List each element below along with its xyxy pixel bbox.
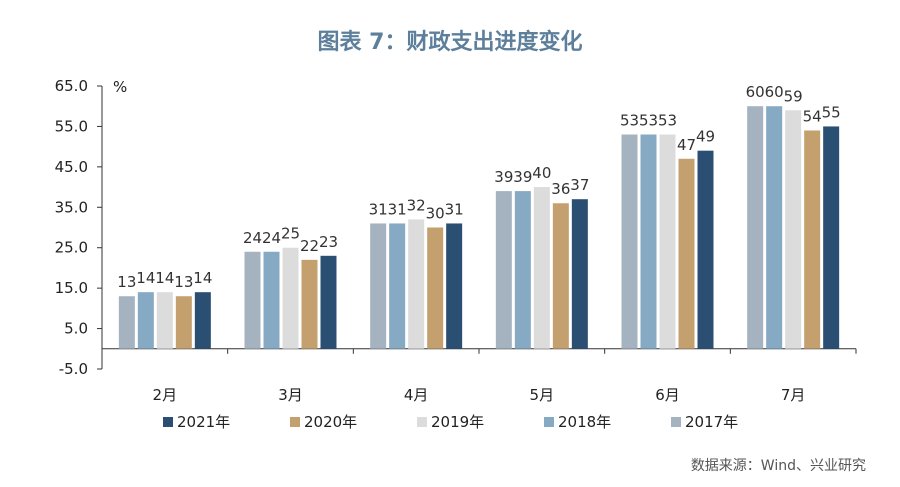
data-label: 49 xyxy=(696,128,715,146)
unit-label: % xyxy=(113,78,127,96)
data-label: 53 xyxy=(639,112,658,130)
y-tick-label: 15.0 xyxy=(55,279,88,297)
bar xyxy=(571,199,588,349)
category-label: 4月 xyxy=(404,386,429,404)
y-tick-label: -5.0 xyxy=(59,360,88,378)
bar xyxy=(301,259,318,349)
y-tick-label: 25.0 xyxy=(55,239,88,257)
data-label: 39 xyxy=(494,168,513,186)
category-label: 3月 xyxy=(278,386,303,404)
bar xyxy=(621,134,638,349)
chart-title: 图表 7：财政支出进度变化 xyxy=(317,30,583,55)
legend-label: 2020年 xyxy=(304,413,357,431)
bar xyxy=(320,255,337,349)
data-label: 14 xyxy=(136,269,155,287)
bar xyxy=(766,106,783,349)
legend-swatch xyxy=(544,417,554,427)
y-tick-label: 35.0 xyxy=(55,198,88,216)
data-label: 31 xyxy=(369,200,388,218)
data-label: 14 xyxy=(155,269,174,287)
y-tick-label: 65.0 xyxy=(55,77,88,95)
data-label: 36 xyxy=(551,180,570,198)
data-label: 53 xyxy=(658,112,677,130)
bar xyxy=(823,126,840,349)
bar xyxy=(427,227,444,349)
category-label: 5月 xyxy=(530,386,555,404)
source-note: 数据来源：Wind、兴业研究 xyxy=(690,458,866,474)
bar xyxy=(194,292,211,349)
bar xyxy=(747,106,764,349)
legend-label: 2019年 xyxy=(431,413,484,431)
legend-swatch xyxy=(671,417,681,427)
data-label: 31 xyxy=(388,200,407,218)
legend-label: 2018年 xyxy=(558,413,611,431)
data-label: 24 xyxy=(243,229,262,247)
data-label: 37 xyxy=(570,176,589,194)
bar xyxy=(175,296,192,349)
data-label: 54 xyxy=(803,107,822,125)
bar xyxy=(118,296,135,349)
legend-label: 2017年 xyxy=(685,413,738,431)
bar xyxy=(389,223,406,349)
data-label: 31 xyxy=(445,200,464,218)
bar xyxy=(370,223,387,349)
data-label: 60 xyxy=(765,83,784,101)
y-tick-label: 5.0 xyxy=(64,320,88,338)
legend-swatch xyxy=(290,417,300,427)
bar xyxy=(137,292,154,349)
legend-swatch xyxy=(163,417,173,427)
y-tick-label: 55.0 xyxy=(55,117,88,135)
data-label: 25 xyxy=(281,225,300,243)
bar xyxy=(804,130,821,349)
data-label: 60 xyxy=(746,83,765,101)
bar xyxy=(552,203,569,349)
bar xyxy=(514,191,531,349)
bar xyxy=(697,150,714,349)
bar xyxy=(533,187,550,349)
data-label: 53 xyxy=(620,112,639,130)
bar xyxy=(244,251,261,349)
y-tick-label: 45.0 xyxy=(55,158,88,176)
data-label: 14 xyxy=(193,269,212,287)
data-label: 13 xyxy=(117,273,136,291)
bar xyxy=(640,134,657,349)
legend-swatch xyxy=(417,417,427,427)
data-label: 47 xyxy=(677,136,696,154)
data-label: 39 xyxy=(513,168,532,186)
bar xyxy=(282,247,299,349)
category-label: 2月 xyxy=(153,386,178,404)
data-label: 55 xyxy=(822,103,841,121)
bar xyxy=(659,134,676,349)
bar xyxy=(156,292,173,349)
data-label: 23 xyxy=(319,233,338,251)
bar xyxy=(785,110,802,349)
data-label: 32 xyxy=(407,196,426,214)
data-label: 59 xyxy=(784,87,803,105)
bar xyxy=(678,158,695,349)
data-label: 24 xyxy=(262,229,281,247)
data-label: 22 xyxy=(300,237,319,255)
bar xyxy=(495,191,512,349)
legend-label: 2021年 xyxy=(177,413,230,431)
category-label: 6月 xyxy=(655,386,680,404)
data-label: 13 xyxy=(174,273,193,291)
data-label: 30 xyxy=(426,205,445,223)
bar xyxy=(408,219,425,349)
bar xyxy=(263,251,280,349)
data-label: 40 xyxy=(532,164,551,182)
category-label: 7月 xyxy=(781,386,806,404)
bar xyxy=(446,223,463,349)
